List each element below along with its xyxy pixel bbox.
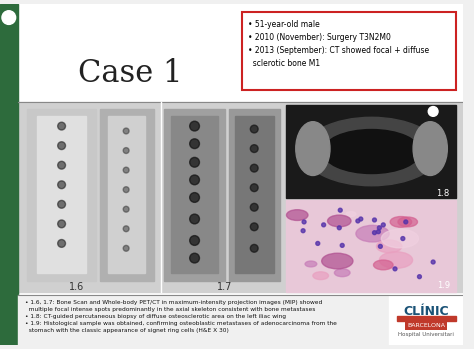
Circle shape <box>431 260 435 264</box>
Ellipse shape <box>323 129 420 173</box>
Circle shape <box>58 142 65 150</box>
Bar <box>171 116 218 273</box>
Circle shape <box>2 11 16 24</box>
Bar <box>286 200 456 292</box>
Circle shape <box>377 226 381 230</box>
Bar <box>18 295 389 345</box>
Ellipse shape <box>374 222 384 227</box>
FancyBboxPatch shape <box>243 12 456 90</box>
Circle shape <box>250 223 258 231</box>
Circle shape <box>338 208 342 212</box>
Ellipse shape <box>313 272 328 280</box>
Ellipse shape <box>334 269 350 277</box>
Circle shape <box>301 229 305 233</box>
Bar <box>21 298 385 342</box>
Circle shape <box>190 253 200 263</box>
Ellipse shape <box>374 260 393 270</box>
Bar <box>397 316 456 321</box>
Ellipse shape <box>322 253 353 269</box>
Circle shape <box>378 244 383 248</box>
Ellipse shape <box>305 261 317 267</box>
Ellipse shape <box>381 229 419 248</box>
Circle shape <box>250 184 258 192</box>
Ellipse shape <box>286 210 308 221</box>
Circle shape <box>58 122 65 130</box>
Circle shape <box>123 187 129 193</box>
Circle shape <box>190 236 200 245</box>
Ellipse shape <box>328 215 351 227</box>
Circle shape <box>359 217 363 221</box>
Circle shape <box>356 219 360 223</box>
Text: 1.9: 1.9 <box>437 281 450 290</box>
Ellipse shape <box>413 122 447 176</box>
Ellipse shape <box>398 217 418 227</box>
Ellipse shape <box>379 252 412 268</box>
Text: 1.6: 1.6 <box>69 282 84 292</box>
Circle shape <box>393 267 397 271</box>
Ellipse shape <box>390 216 411 227</box>
Circle shape <box>337 226 341 230</box>
Bar <box>286 105 456 199</box>
Text: 1.7: 1.7 <box>217 282 233 292</box>
Bar <box>18 102 464 292</box>
Circle shape <box>190 157 200 167</box>
Circle shape <box>418 275 421 279</box>
Circle shape <box>401 237 405 240</box>
Circle shape <box>190 214 200 224</box>
Circle shape <box>58 161 65 169</box>
Bar <box>389 295 464 345</box>
Circle shape <box>250 244 258 252</box>
Circle shape <box>381 223 385 227</box>
Ellipse shape <box>303 117 440 186</box>
Circle shape <box>190 139 200 149</box>
Text: BARCELONA: BARCELONA <box>407 322 445 328</box>
Bar <box>164 110 225 281</box>
Circle shape <box>376 230 380 233</box>
Ellipse shape <box>296 122 330 176</box>
Bar <box>37 116 86 273</box>
Bar <box>0 4 18 345</box>
Circle shape <box>123 148 129 154</box>
Bar <box>100 110 154 281</box>
Circle shape <box>123 226 129 232</box>
Circle shape <box>190 175 200 185</box>
Circle shape <box>58 220 65 228</box>
Circle shape <box>250 164 258 172</box>
Circle shape <box>322 223 326 227</box>
Circle shape <box>123 167 129 173</box>
Bar <box>235 116 274 273</box>
Circle shape <box>190 121 200 131</box>
Text: Hospital Universitari: Hospital Universitari <box>398 332 454 337</box>
Ellipse shape <box>346 211 356 216</box>
Circle shape <box>250 203 258 211</box>
Circle shape <box>123 206 129 212</box>
Circle shape <box>58 239 65 247</box>
Circle shape <box>404 220 408 224</box>
Circle shape <box>58 181 65 189</box>
Circle shape <box>250 125 258 133</box>
Circle shape <box>123 128 129 134</box>
Circle shape <box>428 106 438 116</box>
Ellipse shape <box>356 225 389 242</box>
Ellipse shape <box>376 240 402 253</box>
Circle shape <box>302 220 306 224</box>
Circle shape <box>123 245 129 251</box>
Text: 1.8: 1.8 <box>437 188 450 198</box>
Circle shape <box>373 231 376 235</box>
Circle shape <box>373 218 376 222</box>
Circle shape <box>340 244 344 247</box>
Circle shape <box>250 145 258 153</box>
Text: • 51-year-old male
• 2010 (November): Surgery T3N2M0
• 2013 (September): CT show: • 51-year-old male • 2010 (November): Su… <box>248 20 429 68</box>
Text: Case 1: Case 1 <box>78 58 182 89</box>
Circle shape <box>316 242 320 245</box>
Text: CLÍNIC: CLÍNIC <box>403 305 449 318</box>
Bar <box>229 110 280 281</box>
Circle shape <box>190 193 200 202</box>
Text: • 1.6, 1.7: Bone Scan and Whole-body PET/CT in maximum-intensity projection imag: • 1.6, 1.7: Bone Scan and Whole-body PET… <box>26 300 337 333</box>
Circle shape <box>58 200 65 208</box>
Bar <box>108 116 145 273</box>
Bar <box>27 110 96 281</box>
